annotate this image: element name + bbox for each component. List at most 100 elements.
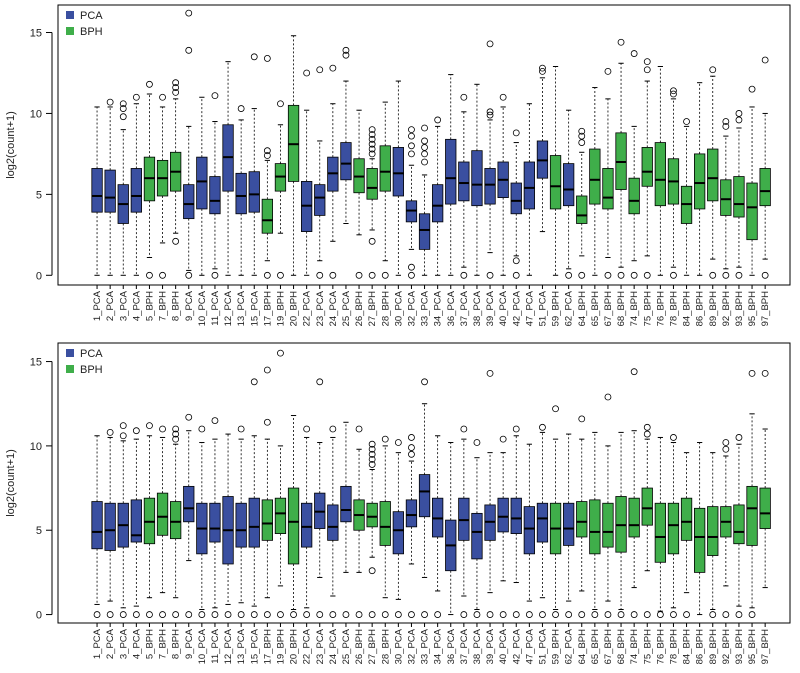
box	[248, 171, 260, 213]
x-tick-label: 32_PCA	[406, 290, 417, 326]
outlier	[342, 46, 350, 54]
outlier	[617, 611, 625, 618]
x-tick-label: 25_PCA	[341, 290, 352, 326]
x-tick-label: 33_PCA	[420, 628, 431, 664]
outlier	[460, 93, 468, 101]
box	[733, 176, 745, 218]
outlier	[499, 93, 507, 101]
x-tick-label: 9_PCA	[184, 628, 195, 659]
box	[510, 497, 522, 535]
x-tick-label: 7_BPH	[158, 291, 169, 321]
x-tick-label: 65_BPH	[590, 291, 601, 327]
outlier	[159, 93, 166, 101]
box	[130, 168, 142, 213]
outlier	[460, 271, 468, 279]
outlier	[303, 611, 311, 618]
box	[589, 499, 601, 555]
x-tick-label: 23_PCA	[315, 628, 326, 664]
x-tick-label: 34_PCA	[433, 628, 444, 664]
box	[196, 156, 208, 210]
x-tick-label: 22_PCA	[302, 628, 313, 664]
outlier	[394, 611, 402, 618]
box	[576, 195, 588, 224]
outlier	[709, 271, 717, 279]
outlier	[316, 66, 324, 74]
outlier	[761, 56, 769, 64]
outlier	[683, 118, 690, 125]
outlier	[342, 611, 350, 618]
y-tick-label: 15	[30, 357, 42, 369]
box	[720, 179, 732, 216]
outlier	[748, 611, 756, 618]
legend-swatch	[66, 27, 74, 35]
outlier	[146, 80, 153, 88]
outlier	[630, 368, 638, 376]
outlier	[237, 611, 245, 618]
box	[183, 184, 195, 220]
outlier	[342, 51, 350, 59]
x-tick-label: 86_BPH	[695, 629, 706, 665]
x-tick-label: 75_BPH	[642, 629, 653, 665]
box	[563, 163, 575, 207]
outlier	[106, 428, 114, 436]
outlier	[735, 611, 743, 618]
outlier	[408, 150, 415, 158]
y-tick-label: 10	[30, 108, 42, 120]
box	[327, 504, 339, 541]
x-tick-label: 26_BPH	[354, 629, 365, 665]
box	[130, 499, 142, 543]
outlier	[211, 611, 219, 618]
x-tick-label: 3_PCA	[118, 628, 129, 659]
outlier	[119, 422, 127, 430]
outlier	[263, 271, 271, 279]
x-tick-label: 62_PCA	[564, 290, 575, 326]
box	[471, 150, 483, 207]
box	[235, 172, 247, 215]
x-tick-label: 51_PCA	[537, 628, 548, 664]
x-tick-label: 93_BPH	[734, 629, 745, 665]
box	[248, 497, 260, 548]
x-tick-label: 4_PCA	[131, 290, 142, 321]
outlier	[643, 423, 651, 431]
outlier	[408, 444, 415, 451]
outlier	[408, 611, 415, 618]
box	[549, 155, 562, 210]
outlier	[198, 425, 206, 433]
x-tick-label: 92_BPH	[721, 629, 732, 665]
outlier	[106, 611, 114, 618]
outlier	[578, 415, 586, 423]
outlier	[172, 435, 180, 443]
outlier	[172, 84, 180, 91]
outlier	[263, 366, 271, 374]
x-tick-label: 38_PCA	[472, 290, 483, 326]
outlier	[434, 116, 442, 124]
box	[641, 147, 653, 187]
x-tick-label: 68_BPH	[616, 629, 627, 665]
outlier	[670, 271, 677, 279]
box	[405, 499, 418, 528]
x-tick-label: 76_BPH	[655, 291, 666, 327]
x-tick-label: 93_BPH	[734, 291, 745, 327]
outlier	[604, 271, 612, 279]
box	[694, 507, 706, 573]
outlier	[578, 127, 586, 135]
x-tick-label: 15_PCA	[249, 628, 260, 664]
box	[484, 168, 496, 205]
y-axis-label: log2(count+1)	[5, 111, 17, 179]
y-tick-label: 10	[30, 441, 42, 453]
box	[759, 487, 771, 529]
legend-swatch	[66, 11, 74, 19]
x-tick-label: 37_PCA	[459, 290, 470, 326]
x-tick-label: 19_BPH	[275, 629, 286, 665]
x-tick-label: 17_BPH	[262, 291, 273, 327]
outlier	[722, 271, 730, 279]
box	[445, 138, 457, 205]
x-tick-label: 59_BPH	[551, 629, 562, 665]
x-tick-label: 39_PCA	[485, 290, 496, 326]
box	[680, 497, 693, 541]
outlier	[368, 450, 376, 458]
outlier	[709, 611, 717, 618]
legend-label: BPH	[80, 364, 103, 376]
x-tick-label: 47_PCA	[524, 290, 535, 326]
legend-label: BPH	[80, 26, 103, 38]
